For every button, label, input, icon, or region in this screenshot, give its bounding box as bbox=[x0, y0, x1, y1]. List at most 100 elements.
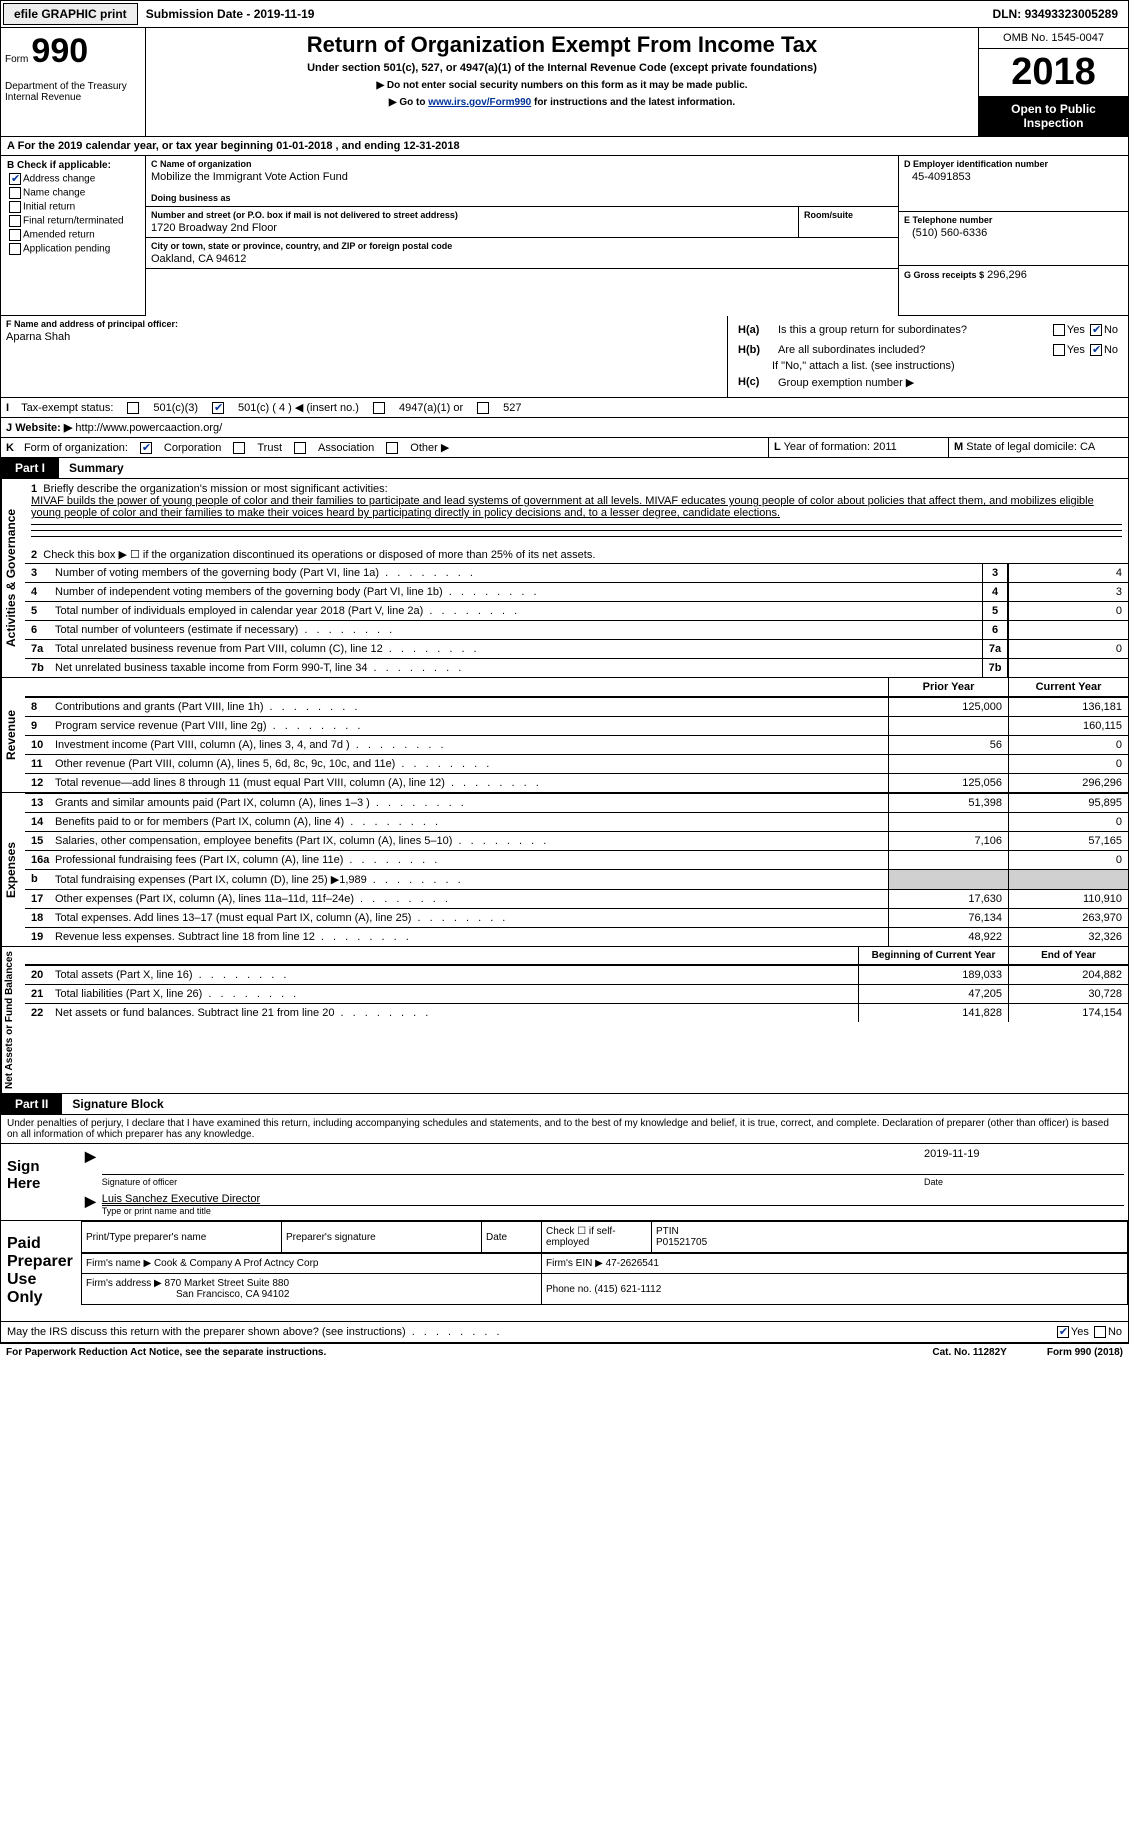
firm-name-label: Firm's name ▶ bbox=[86, 1258, 151, 1269]
typed-label: Type or print name and title bbox=[102, 1205, 1124, 1216]
cb-assoc[interactable] bbox=[294, 442, 306, 454]
prep-title: Paid Preparer Use Only bbox=[1, 1221, 81, 1321]
cb-527[interactable] bbox=[477, 402, 489, 414]
firm-name: Cook & Company A Prof Actncy Corp bbox=[154, 1258, 319, 1269]
header-title-block: Return of Organization Exempt From Incom… bbox=[146, 28, 978, 136]
cb-pending[interactable]: Application pending bbox=[7, 243, 139, 255]
line-18: 18 Total expenses. Add lines 13–17 (must… bbox=[25, 908, 1128, 927]
identity-row: B Check if applicable: Address change Na… bbox=[0, 156, 1129, 316]
form-header: Form 990 Department of the Treasury Inte… bbox=[0, 28, 1129, 137]
k-label: Form of organization: bbox=[24, 442, 128, 454]
period-text: For the 2019 calendar year, or tax year … bbox=[18, 140, 460, 152]
room-label: Room/suite bbox=[804, 210, 893, 220]
cb-address-change[interactable]: Address change bbox=[7, 173, 139, 185]
line-15: 15 Salaries, other compensation, employe… bbox=[25, 831, 1128, 850]
submission-date: Submission Date - 2019-11-19 bbox=[140, 7, 321, 21]
firm-phone-label: Phone no. bbox=[546, 1284, 592, 1295]
note-goto: Go to www.irs.gov/Form990 for instructio… bbox=[154, 97, 970, 108]
section-net-assets: Net Assets or Fund Balances Beginning of… bbox=[0, 947, 1129, 1094]
row-i: I Tax-exempt status: 501(c)(3) 501(c) ( … bbox=[0, 398, 1129, 418]
cb-final-return[interactable]: Final return/terminated bbox=[7, 215, 139, 227]
sign-here-label: Sign Here bbox=[1, 1144, 81, 1220]
ha-yes[interactable] bbox=[1053, 324, 1065, 336]
ein-label: Employer identification number bbox=[913, 159, 1048, 169]
tab-expenses: Expenses bbox=[1, 793, 25, 946]
firm-ein: 47-2626541 bbox=[606, 1258, 659, 1269]
col-prior: Prior Year bbox=[888, 678, 1008, 696]
gov-line-4: 4 Number of independent voting members o… bbox=[25, 582, 1128, 601]
sig-officer-label: Signature of officer bbox=[102, 1177, 924, 1187]
row-j: J Website: ▶ http://www.powercaaction.or… bbox=[0, 418, 1129, 438]
tab-governance: Activities & Governance bbox=[1, 479, 25, 677]
line-9: 9 Program service revenue (Part VIII, li… bbox=[25, 716, 1128, 735]
section-revenue: Revenue Prior Year Current Year 8 Contri… bbox=[0, 678, 1129, 793]
tab-net: Net Assets or Fund Balances bbox=[1, 947, 25, 1093]
ha-label: Is this a group return for subordinates? bbox=[778, 324, 1051, 336]
perjury-text: Under penalties of perjury, I declare th… bbox=[0, 1115, 1129, 1144]
street-label: Number and street (or P.O. box if mail i… bbox=[151, 210, 793, 220]
row-fh: F Name and address of principal officer:… bbox=[0, 316, 1129, 398]
box-b-label: Check if applicable: bbox=[17, 160, 111, 171]
line-21: 21 Total liabilities (Part X, line 26) 4… bbox=[25, 984, 1128, 1003]
col-current: Current Year bbox=[1008, 678, 1128, 696]
hc-label: Group exemption number ▶ bbox=[778, 376, 914, 389]
gross-label: Gross receipts $ bbox=[914, 270, 985, 280]
footer-form: Form 990 (2018) bbox=[1047, 1347, 1123, 1358]
gov-line-5: 5 Total number of individuals employed i… bbox=[25, 601, 1128, 620]
tab-revenue: Revenue bbox=[1, 678, 25, 792]
line-8: 8 Contributions and grants (Part VIII, l… bbox=[25, 697, 1128, 716]
ein: 45-4091853 bbox=[904, 169, 1123, 183]
typed-name: Luis Sanchez Executive Director bbox=[102, 1193, 1124, 1205]
cb-501c3[interactable] bbox=[127, 402, 139, 414]
l-label: Year of formation: bbox=[784, 441, 870, 453]
cb-4947[interactable] bbox=[373, 402, 385, 414]
line-19: 19 Revenue less expenses. Subtract line … bbox=[25, 927, 1128, 946]
cb-name-change[interactable]: Name change bbox=[7, 187, 139, 199]
note-ssn: Do not enter social security numbers on … bbox=[154, 80, 970, 91]
discuss-yes[interactable] bbox=[1057, 1326, 1069, 1338]
cb-initial-return[interactable]: Initial return bbox=[7, 201, 139, 213]
hb-yes[interactable] bbox=[1053, 344, 1065, 356]
cb-trust[interactable] bbox=[233, 442, 245, 454]
line-16a: 16a Professional fundraising fees (Part … bbox=[25, 850, 1128, 869]
prep-h1: Print/Type preparer's name bbox=[82, 1222, 282, 1253]
cb-other[interactable] bbox=[386, 442, 398, 454]
website-link[interactable]: http://www.powercaaction.org/ bbox=[75, 422, 222, 434]
firm-addr: 870 Market Street Suite 880 bbox=[165, 1278, 290, 1289]
ha-no[interactable] bbox=[1090, 324, 1102, 336]
gov-line-7b: 7b Net unrelated business taxable income… bbox=[25, 658, 1128, 677]
part1-title: Summary bbox=[59, 461, 124, 475]
header-right: OMB No. 1545-0047 2018 Open to Public In… bbox=[978, 28, 1128, 136]
part1-header: Part I Summary bbox=[0, 458, 1129, 479]
topbar: efile GRAPHIC print Submission Date - 20… bbox=[0, 0, 1129, 28]
efile-print-button[interactable]: efile GRAPHIC print bbox=[3, 3, 138, 25]
irs-link[interactable]: www.irs.gov/Form990 bbox=[428, 97, 531, 108]
l2: Check this box ▶ ☐ if the organization d… bbox=[43, 549, 595, 561]
section-governance: Activities & Governance 1 Briefly descri… bbox=[0, 479, 1129, 678]
dln: DLN: 93493323005289 bbox=[993, 7, 1128, 21]
page-footer: For Paperwork Reduction Act Notice, see … bbox=[0, 1343, 1129, 1361]
gov-line-7a: 7a Total unrelated business revenue from… bbox=[25, 639, 1128, 658]
street: 1720 Broadway 2nd Floor bbox=[151, 220, 793, 234]
cb-amended[interactable]: Amended return bbox=[7, 229, 139, 241]
sig-arrow-icon: ▶ bbox=[85, 1148, 96, 1187]
cb-501c[interactable] bbox=[212, 402, 224, 414]
tax-year: 2018 bbox=[979, 49, 1128, 96]
gov-line-6: 6 Total number of volunteers (estimate i… bbox=[25, 620, 1128, 639]
firm-phone: (415) 621-1112 bbox=[594, 1284, 661, 1295]
box-h: H(a) Is this a group return for subordin… bbox=[728, 316, 1128, 398]
line-12: 12 Total revenue—add lines 8 through 11 … bbox=[25, 773, 1128, 792]
dln-value: 93493323005289 bbox=[1025, 7, 1118, 21]
paid-preparer-block: Paid Preparer Use Only Print/Type prepar… bbox=[0, 1221, 1129, 1322]
cb-corp[interactable] bbox=[140, 442, 152, 454]
box-c: C Name of organization Mobilize the Immi… bbox=[146, 156, 898, 316]
form-subtitle: Under section 501(c), 527, or 4947(a)(1)… bbox=[154, 62, 970, 74]
discuss-no[interactable] bbox=[1094, 1326, 1106, 1338]
hb-no[interactable] bbox=[1090, 344, 1102, 356]
m-label: State of legal domicile: bbox=[966, 441, 1077, 453]
discuss-text: May the IRS discuss this return with the… bbox=[7, 1326, 503, 1338]
i-label: Tax-exempt status: bbox=[21, 402, 113, 414]
line-11: 11 Other revenue (Part VIII, column (A),… bbox=[25, 754, 1128, 773]
row-klm: K Form of organization: Corporation Trus… bbox=[0, 438, 1129, 458]
ptin-val: P01521705 bbox=[656, 1237, 707, 1248]
